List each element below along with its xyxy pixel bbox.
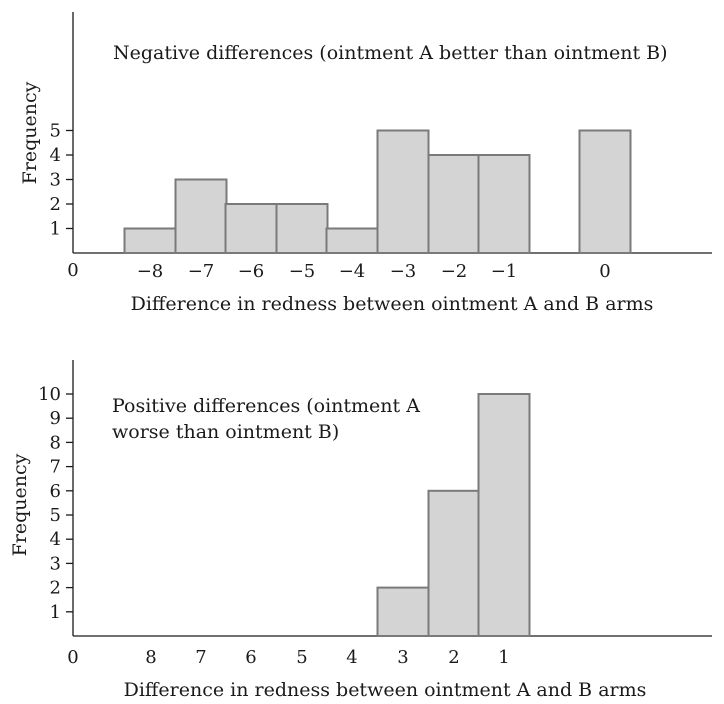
top-y-axis-label: Frequency [19,81,41,184]
bottom-y-ticks: 1 2 3 4 5 6 7 8 9 10 [38,384,73,623]
bottom-y-axis-label: Frequency [9,453,31,556]
bottom-y-tick-label: 7 [50,457,61,478]
bottom-bar-6 [427,489,481,637]
top-y-tick-label: 1 [50,219,61,240]
bottom-bars [376,393,531,637]
top-x-tick-label: −5 [289,261,316,282]
bottom-y-tick-label: 10 [38,384,61,405]
top-y-tick-label: 5 [50,121,61,142]
top-x-tick-label: 0 [599,261,610,282]
top-y-tick-label: 4 [50,145,61,166]
positive-differences-panel: 1 2 3 4 5 6 7 8 9 10 8 7 6 5 4 3 2 1 Positive difference… [9,360,712,701]
bottom-y-tick-label: 3 [50,553,61,574]
bottom-x-tick-label: 3 [397,647,408,668]
top-chart-title: Negative differences (ointment A better … [113,42,668,64]
bottom-y-tick-label: 4 [50,529,61,550]
top-y-ticks: 1 2 3 4 5 [50,121,73,240]
top-bar-3 [275,203,329,254]
top-bar-2 [224,203,278,254]
top-bars [123,129,632,254]
bottom-y-tick-label: 8 [50,432,61,453]
top-x-tick-label: −8 [137,261,164,282]
top-origin-label: 0 [67,260,78,281]
top-x-tick-label: −3 [390,261,417,282]
bottom-bar-5 [376,586,430,637]
top-x-ticks: −8 −7 −6 −5 −4 −3 −2 −1 0 [137,261,611,282]
negative-differences-panel: 1 2 3 4 5 −8 −7 −6 −5 −4 −3 −2 −1 0 Negative differe… [19,12,712,315]
top-x-tick-label: −6 [238,261,265,282]
top-x-tick-label: −1 [491,261,518,282]
top-y-tick-label: 2 [50,194,61,215]
top-y-tick-label: 3 [50,170,61,191]
bottom-x-tick-label: 8 [145,647,156,668]
bottom-x-tick-label: 5 [296,647,307,668]
bottom-x-tick-label: 4 [346,647,357,668]
top-bar-4 [325,227,379,254]
bottom-x-tick-label: 1 [498,647,509,668]
top-x-tick-label: −7 [188,261,215,282]
bottom-chart-title-line-1: Positive differences (ointment A [112,395,420,417]
top-bar-7 [477,154,531,254]
bottom-y-tick-label: 5 [50,505,61,526]
top-bar-8 [578,129,632,254]
bottom-origin-label: 0 [67,647,78,668]
top-bar-5 [376,129,430,254]
top-bar-0 [123,227,177,254]
top-x-tick-label: −2 [441,261,468,282]
bottom-x-tick-label: 7 [195,647,206,668]
bottom-y-tick-label: 9 [50,408,61,429]
top-bar-6 [427,154,481,254]
bottom-y-tick-label: 2 [50,578,61,599]
bottom-y-tick-label: 6 [50,481,61,502]
bottom-x-tick-label: 6 [245,647,256,668]
top-bar-1 [174,178,228,254]
top-x-tick-label: −4 [339,261,366,282]
bottom-x-ticks: 8 7 6 5 4 3 2 1 [145,647,509,668]
bottom-x-tick-label: 2 [448,647,459,668]
bottom-chart-title-line-2: worse than ointment B) [112,421,339,443]
top-x-axis-label: Difference in redness between ointment A… [131,293,654,315]
bottom-y-tick-label: 1 [50,602,61,623]
bottom-x-axis-label: Difference in redness between ointment A… [124,679,647,701]
bottom-bar-7 [477,393,531,637]
